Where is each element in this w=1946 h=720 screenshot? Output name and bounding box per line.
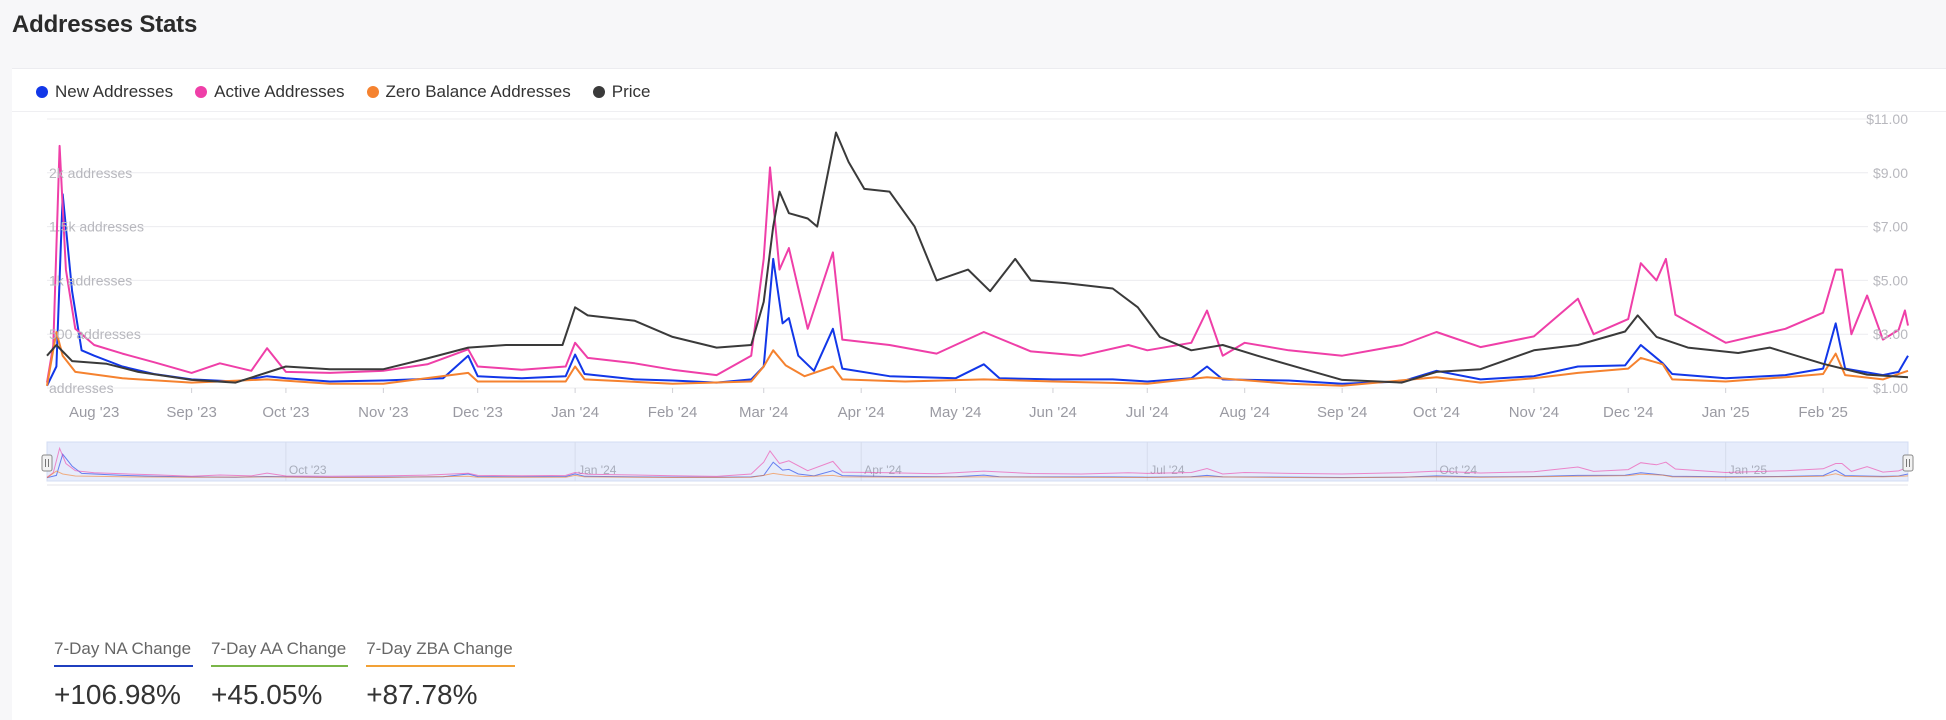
x-tick-label: Jul '24 [1126, 404, 1169, 421]
navigator-tick-label: Jul '24 [1150, 463, 1185, 477]
y-right-tick-label: $7.00 [1873, 219, 1908, 235]
y-left-tick-label: 2k addresses [49, 165, 132, 181]
legend-item-active-addresses[interactable]: Active Addresses [195, 82, 345, 102]
stat-value: +87.78% [366, 679, 478, 710]
legend-label: New Addresses [55, 82, 174, 101]
x-tick-label: Sep '24 [1317, 404, 1367, 421]
navigator-tick-label: Oct '23 [289, 463, 327, 477]
navigator-tick-label: Oct '24 [1439, 463, 1477, 477]
legend-divider [12, 111, 1946, 112]
x-tick-label: Oct '24 [1413, 404, 1460, 421]
legend-item-new-addresses[interactable]: New Addresses [36, 82, 173, 102]
stat-zba-change: 7-Day ZBA Change +87.78% [366, 639, 515, 711]
legend-label: Price [611, 82, 651, 101]
series-line-new-addresses[interactable] [46, 193, 1909, 387]
series-line-zero-balance-addresses[interactable] [46, 331, 1909, 387]
navigator-range[interactable] [46, 441, 1909, 482]
stat-label: 7-Day ZBA Change [366, 639, 515, 667]
header: Addresses Stats [0, 0, 1946, 68]
x-tick-label: Mar '24 [739, 404, 789, 421]
legend-label: Active Addresses [214, 82, 345, 101]
legend-label: Zero Balance Addresses [385, 82, 571, 101]
price-dot-icon [592, 86, 605, 98]
navigator-tick-label: Jan '24 [578, 463, 617, 477]
x-tick-label: Feb '24 [648, 404, 698, 421]
y-right-tick-label: $3.00 [1873, 326, 1908, 342]
navigator-tick-label: Jan '25 [1729, 463, 1768, 477]
zero-balance-dot-icon [366, 86, 379, 98]
x-tick-label: May '24 [929, 404, 981, 421]
stat-label: 7-Day NA Change [54, 639, 194, 667]
y-right-tick-label: $1.00 [1873, 380, 1908, 396]
legend-item-price[interactable]: Price [592, 82, 651, 102]
x-tick-label: Oct '23 [262, 404, 309, 421]
stats-row: 7-Day NA Change +106.98% 7-Day AA Change… [54, 639, 515, 711]
x-tick-label: Sep '23 [166, 404, 216, 421]
x-tick-label: Dec '24 [1603, 404, 1653, 421]
active-addresses-dot-icon [195, 86, 208, 98]
x-tick-label: Nov '24 [1509, 404, 1559, 421]
series-line-price[interactable] [46, 131, 1909, 384]
x-tick-label: Jan '24 [551, 404, 599, 421]
x-tick-label: Nov '23 [358, 404, 408, 421]
addresses-line-chart[interactable]: Aug '23 Sep '23 Oct '23 Nov '23 Dec '23 Jan '… [12, 69, 1946, 569]
stat-na-change: 7-Day NA Change +106.98% [54, 639, 194, 711]
chart-legend: New Addresses Active Addresses Zero Bala… [36, 77, 650, 107]
stat-value: +45.05% [211, 679, 323, 710]
y-right-tick-label: $5.00 [1873, 272, 1908, 288]
new-addresses-dot-icon [36, 86, 48, 98]
x-tick-label: Aug '23 [69, 404, 119, 421]
stat-aa-change: 7-Day AA Change +45.05% [211, 639, 349, 711]
y-left-tick-label: addresses [49, 380, 114, 396]
stat-label: 7-Day AA Change [211, 639, 349, 667]
navigator-left-handle[interactable] [41, 454, 53, 472]
y-left-tick-label: 500 addresses [49, 326, 141, 342]
series-line-active-addresses[interactable] [46, 144, 1909, 383]
x-tick-label: Feb '25 [1798, 404, 1848, 421]
navigator-right-handle[interactable] [1902, 454, 1914, 472]
x-tick-label: Dec '23 [452, 404, 502, 421]
navigator-line [46, 470, 1909, 479]
legend-item-zero-balance-addresses[interactable]: Zero Balance Addresses [366, 82, 571, 102]
x-tick-label: Apr '24 [838, 404, 885, 421]
stat-value: +106.98% [54, 679, 181, 710]
y-right-tick-label: $9.00 [1873, 165, 1908, 181]
y-right-tick-label: $11.00 [1866, 111, 1908, 127]
x-tick-label: Jan '25 [1702, 404, 1750, 421]
x-tick-label: Jun '24 [1029, 404, 1077, 421]
y-left-tick-label: 1k addresses [49, 272, 132, 288]
x-tick-label: Aug '24 [1220, 404, 1270, 421]
page-title: Addresses Stats [12, 11, 198, 38]
navigator-tick-label: Apr '24 [864, 463, 902, 477]
navigator-line [46, 446, 1909, 478]
y-left-tick-label: 1.5k addresses [49, 219, 144, 235]
chart-card: New Addresses Active Addresses Zero Bala… [12, 68, 1946, 720]
